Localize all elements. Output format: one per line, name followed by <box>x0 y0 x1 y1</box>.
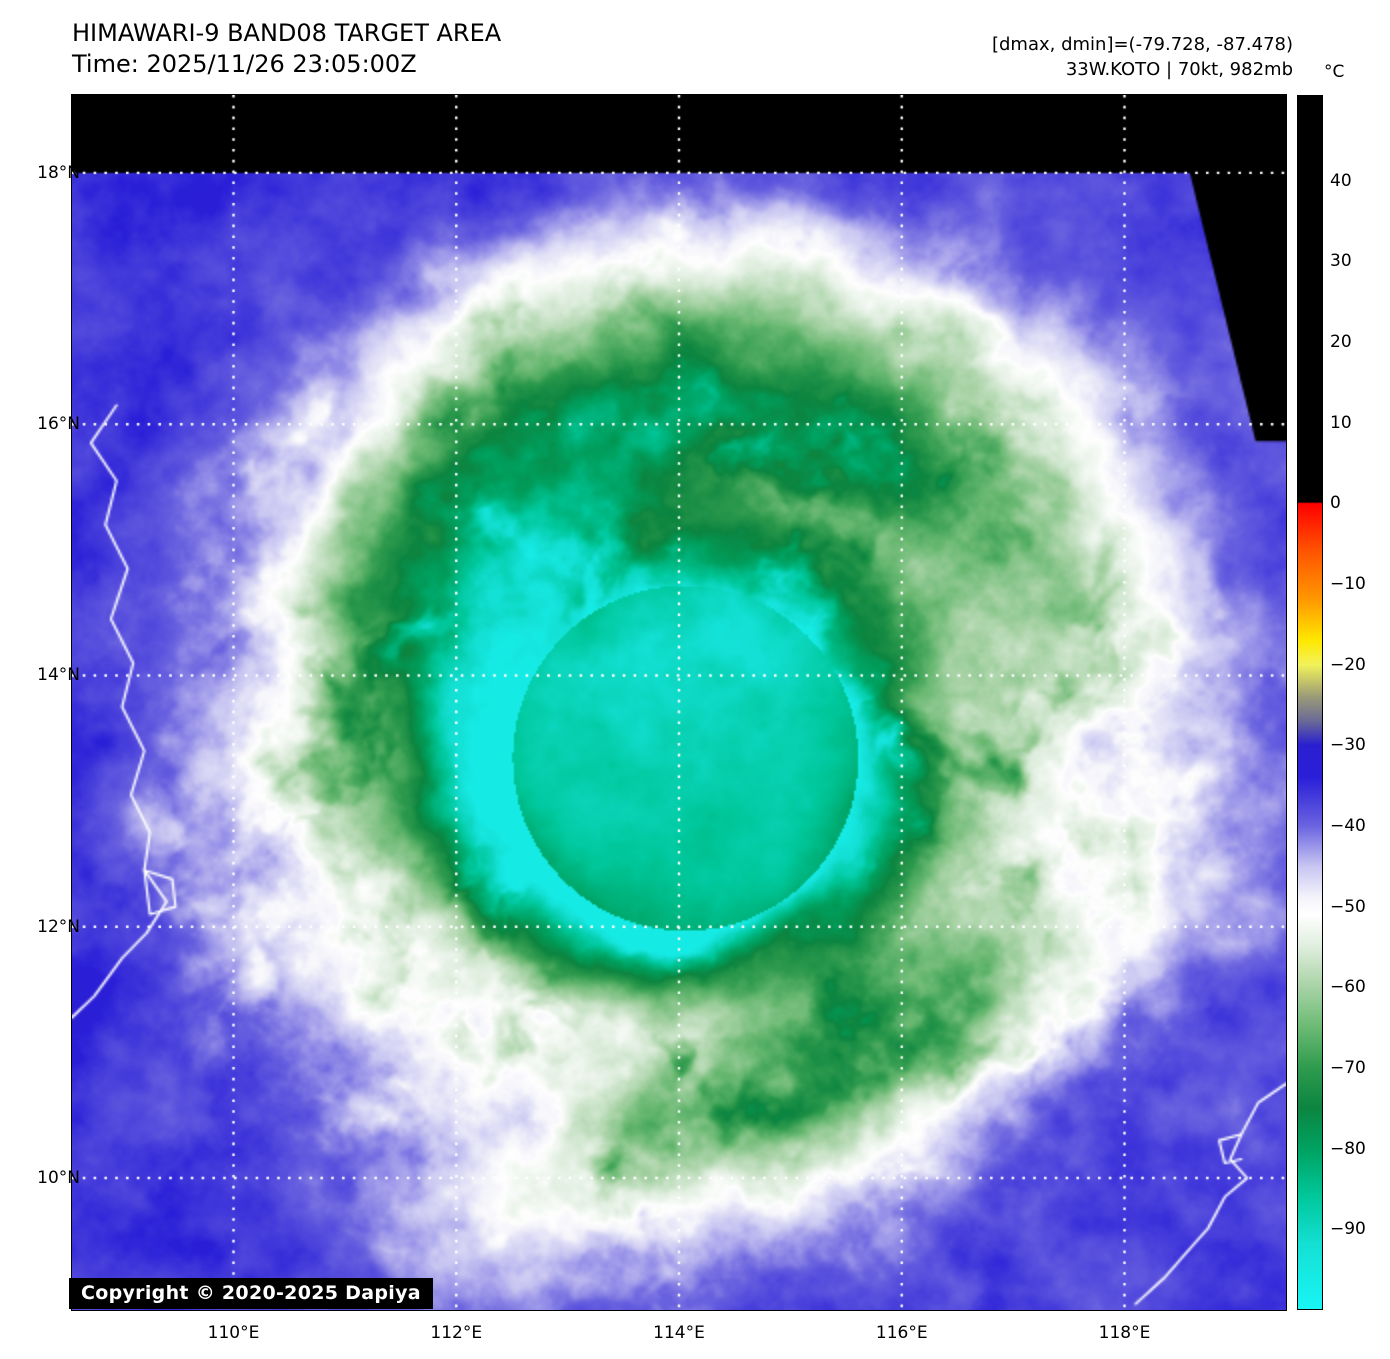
colorbar-tick-label: 30 <box>1330 251 1352 272</box>
latitude-tick-label: 12°N <box>37 916 80 937</box>
copyright-banner: Copyright © 2020-2025 Dapiya <box>69 1278 433 1309</box>
colorbar-tick-label: −90 <box>1330 1219 1366 1240</box>
colorbar-tick-label: −50 <box>1330 896 1366 917</box>
latitude-tick-label: 10°N <box>37 1168 80 1189</box>
colorbar-tick-label: 40 <box>1330 170 1352 191</box>
longitude-tick-label: 114°E <box>653 1323 705 1343</box>
colorbar-tick-label: −10 <box>1330 573 1366 594</box>
metadata-block: [dmax, dmin]=(-79.728, -87.478) 33W.KOTO… <box>992 32 1293 82</box>
graticule-grid-canvas <box>72 95 1286 1310</box>
longitude-tick-label: 110°E <box>207 1323 260 1343</box>
latitude-tick-label: 14°N <box>37 665 80 686</box>
longitude-tick-label: 118°E <box>1098 1323 1151 1343</box>
colorbar-gradient <box>1298 96 1322 1309</box>
colorbar-tick-label: −70 <box>1330 1057 1366 1078</box>
colorbar-tick-label: −80 <box>1330 1138 1366 1159</box>
colorbar-unit-label: °C <box>1324 62 1345 82</box>
colorbar-tick-label: 0 <box>1330 493 1341 514</box>
longitude-tick-label: 116°E <box>875 1323 928 1343</box>
colorbar-tick-label: 20 <box>1330 331 1352 352</box>
latitude-tick-label: 18°N <box>37 162 80 183</box>
colorbar-tick-label: −40 <box>1330 815 1366 836</box>
colorbar-tick-label: −30 <box>1330 735 1366 756</box>
latitude-tick-label: 16°N <box>37 414 80 435</box>
colorbar-tick-label: −60 <box>1330 977 1366 998</box>
dmax-dmin-label: [dmax, dmin]=(-79.728, -87.478) <box>991 34 1293 55</box>
page-title: HIMAWARI-9 BAND08 TARGET AREA <box>72 19 502 47</box>
satellite-image-plot <box>72 95 1286 1310</box>
storm-info-label: 33W.KOTO | 70kt, 982mb <box>1065 59 1293 80</box>
longitude-tick-label: 112°E <box>430 1323 483 1343</box>
timestamp-label: Time: 2025/11/26 23:05:00Z <box>72 50 417 78</box>
title-block: HIMAWARI-9 BAND08 TARGET AREA Time: 2025… <box>72 18 501 80</box>
colorbar-tick-label: −20 <box>1330 654 1366 675</box>
temperature-colorbar <box>1297 95 1323 1310</box>
colorbar-tick-label: 10 <box>1330 412 1352 433</box>
